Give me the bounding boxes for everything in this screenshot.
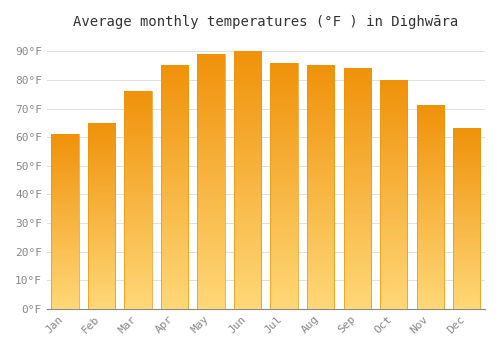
Bar [234,51,262,309]
Bar [161,66,188,309]
Bar [88,123,116,309]
Bar [380,80,407,309]
Bar [198,54,225,309]
Bar [344,69,371,309]
Bar [416,106,444,309]
Title: Average monthly temperatures (°F ) in Dighwāra: Average monthly temperatures (°F ) in Di… [74,15,458,29]
Bar [270,63,298,309]
Bar [453,128,480,309]
Bar [52,134,79,309]
Bar [307,66,334,309]
Bar [124,91,152,309]
